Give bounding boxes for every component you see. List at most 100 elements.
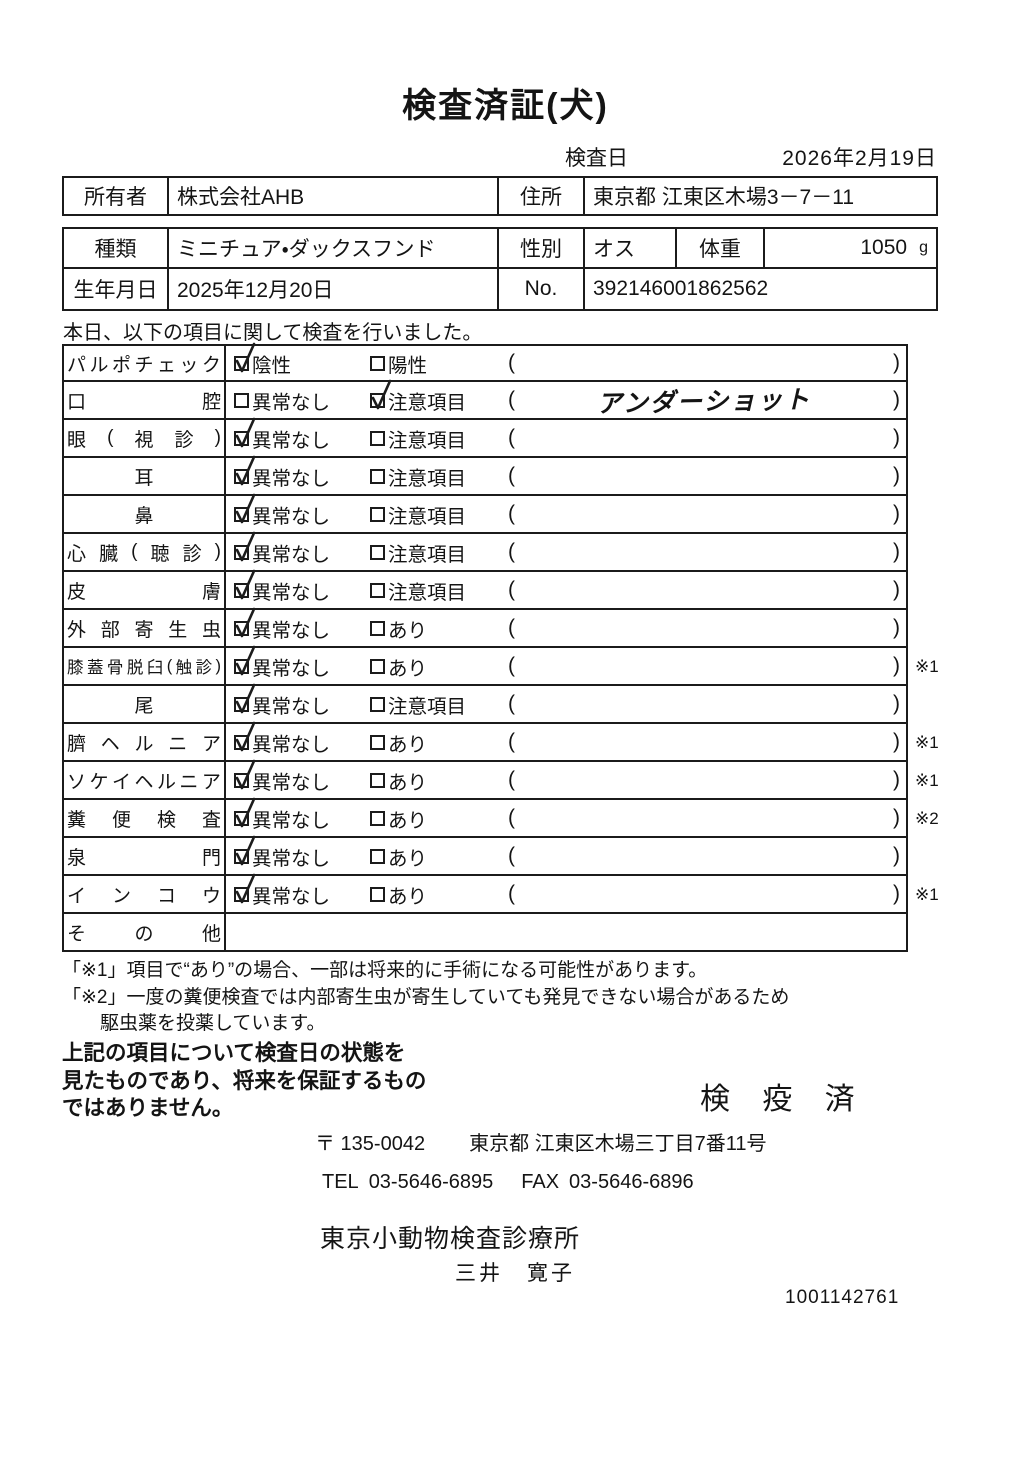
check-mark-icon — [235, 797, 256, 827]
footnote-1: 「※1」項目で“あり”の場合、一部は将来的に手術になる可能性があります。 — [62, 960, 708, 981]
weight-label: 体重 — [675, 229, 763, 267]
handwritten-remark — [515, 852, 893, 860]
breed-label: 種類 — [94, 238, 137, 261]
checklist-row: インコウ 異常なし — [62, 873, 955, 914]
checkbox-icon — [234, 531, 256, 561]
option-2-label: 陽性 — [388, 354, 428, 377]
quarantine-stamp: 検 疫 済 — [700, 1083, 867, 1116]
open-paren: ( — [508, 388, 515, 411]
option-1: 陰性 — [234, 342, 370, 378]
option-1: 異常なし — [234, 721, 370, 757]
checkbox-icon — [370, 810, 385, 826]
close-paren: ) — [893, 806, 900, 829]
remarks-area: ( ) — [508, 426, 906, 450]
disclaimer-line-2: 見たものであり、将来を保証するもの — [62, 1068, 427, 1093]
check-mark-icon — [235, 569, 256, 599]
open-paren: ( — [508, 464, 515, 487]
handwritten-remark — [515, 586, 893, 594]
option-2-label: 注意項目 — [388, 695, 467, 718]
open-paren: ( — [508, 692, 515, 715]
item-label: 膝蓋骨脱臼(触診) — [64, 648, 226, 684]
item-label: 臍ヘルニア — [64, 724, 226, 760]
reference-mark — [908, 496, 955, 534]
item-label: 外部寄生虫 — [64, 610, 226, 646]
remarks-area: ( ) — [508, 882, 906, 906]
remarks-area: ( ) — [508, 654, 906, 678]
check-mark-icon — [235, 531, 256, 561]
postal-code: 〒 135-0042 — [315, 1133, 426, 1155]
option-1-label: 異常なし — [252, 885, 331, 908]
option-2-label: あり — [388, 733, 428, 756]
breed-value: ミニチュア・ダックスフンド — [167, 229, 497, 267]
option-2: 注意項目 — [370, 379, 508, 415]
option-1: 異常なし — [234, 797, 370, 833]
reference-mark — [908, 914, 955, 952]
option-2-label: 注意項目 — [388, 467, 467, 490]
weight-value: 1050 g — [763, 229, 936, 267]
option-1-label: 異常なし — [252, 733, 331, 756]
address-value: 東京都 江東区木場3－7－11 — [583, 178, 936, 214]
checkbox-icon — [234, 455, 256, 485]
sex-value: オス — [583, 229, 675, 267]
tel-number: 03-5646-6895 — [368, 1171, 494, 1193]
close-paren: ) — [893, 502, 900, 525]
reference-mark — [908, 686, 955, 724]
close-paren: ) — [893, 730, 900, 753]
close-paren: ) — [893, 426, 900, 449]
option-2-label: あり — [388, 771, 428, 794]
reference-mark — [908, 572, 955, 610]
sex-label: 性別 — [497, 229, 583, 267]
checkbox-icon — [234, 759, 256, 789]
handwritten-remark — [515, 359, 893, 367]
option-2: あり — [370, 766, 508, 795]
option-2: 注意項目 — [370, 424, 508, 453]
open-paren: ( — [508, 654, 515, 677]
item-label: その他 — [64, 914, 226, 950]
number-value: 392146001862562 — [583, 269, 936, 309]
option-1: 異常なし — [234, 386, 370, 415]
option-2-label: 注意項目 — [388, 429, 467, 452]
owner-table: 所有者 株式会社AHB 住所 東京都 江東区木場3－7－11 — [62, 176, 938, 216]
checklist-row: 尾 異常なし — [62, 683, 955, 724]
option-1: 異常なし — [234, 759, 370, 795]
item-label: 糞便検査 — [64, 800, 226, 836]
option-1: 異常なし — [234, 607, 370, 643]
reference-mark — [908, 610, 955, 648]
open-paren: ( — [508, 540, 515, 563]
open-paren: ( — [508, 730, 515, 753]
checklist-row: 耳 異常なし — [62, 455, 955, 496]
option-2: あり — [370, 804, 508, 833]
handwritten-remark — [515, 472, 893, 480]
item-label: 眼(視診) — [64, 420, 226, 456]
checklist-row: 泉門 異常なし — [62, 835, 955, 876]
check-mark-icon — [235, 455, 256, 485]
handwritten-remark — [515, 776, 893, 784]
disclaimer-line-1: 上記の項目について検査日の状態を — [62, 1041, 406, 1065]
remarks-area: ( ) — [508, 730, 906, 754]
open-paren: ( — [508, 426, 515, 449]
checkbox-icon — [370, 696, 385, 712]
checkbox-icon — [370, 379, 392, 409]
birthdate-label: 生年月日 — [73, 279, 158, 302]
close-paren: ) — [893, 692, 900, 715]
checkbox-icon — [370, 772, 385, 788]
open-paren: ( — [508, 882, 515, 905]
close-paren: ) — [893, 540, 900, 563]
checklist-row: 眼(視診) 異常なし — [62, 417, 955, 458]
weight-unit: g — [919, 239, 928, 256]
checkbox-icon — [370, 886, 385, 902]
checkbox-icon — [370, 544, 385, 560]
checklist-row: パルポチェック 陰性 — [62, 342, 955, 382]
reference-mark — [908, 420, 955, 458]
handwritten-remark — [515, 624, 893, 632]
clinic-phone-line: TEL 03-5646-6895 FAX 03-5646-6896 — [322, 1171, 694, 1194]
checkbox-icon — [234, 417, 256, 447]
remarks-area: ( ) — [508, 464, 906, 488]
remarks-area: ( ) — [508, 578, 906, 602]
checkbox-icon — [370, 506, 385, 522]
check-mark-icon — [235, 721, 256, 751]
handwritten-remark — [515, 662, 893, 670]
address-label: 住所 — [497, 178, 583, 214]
option-1-label: 異常なし — [252, 695, 331, 718]
